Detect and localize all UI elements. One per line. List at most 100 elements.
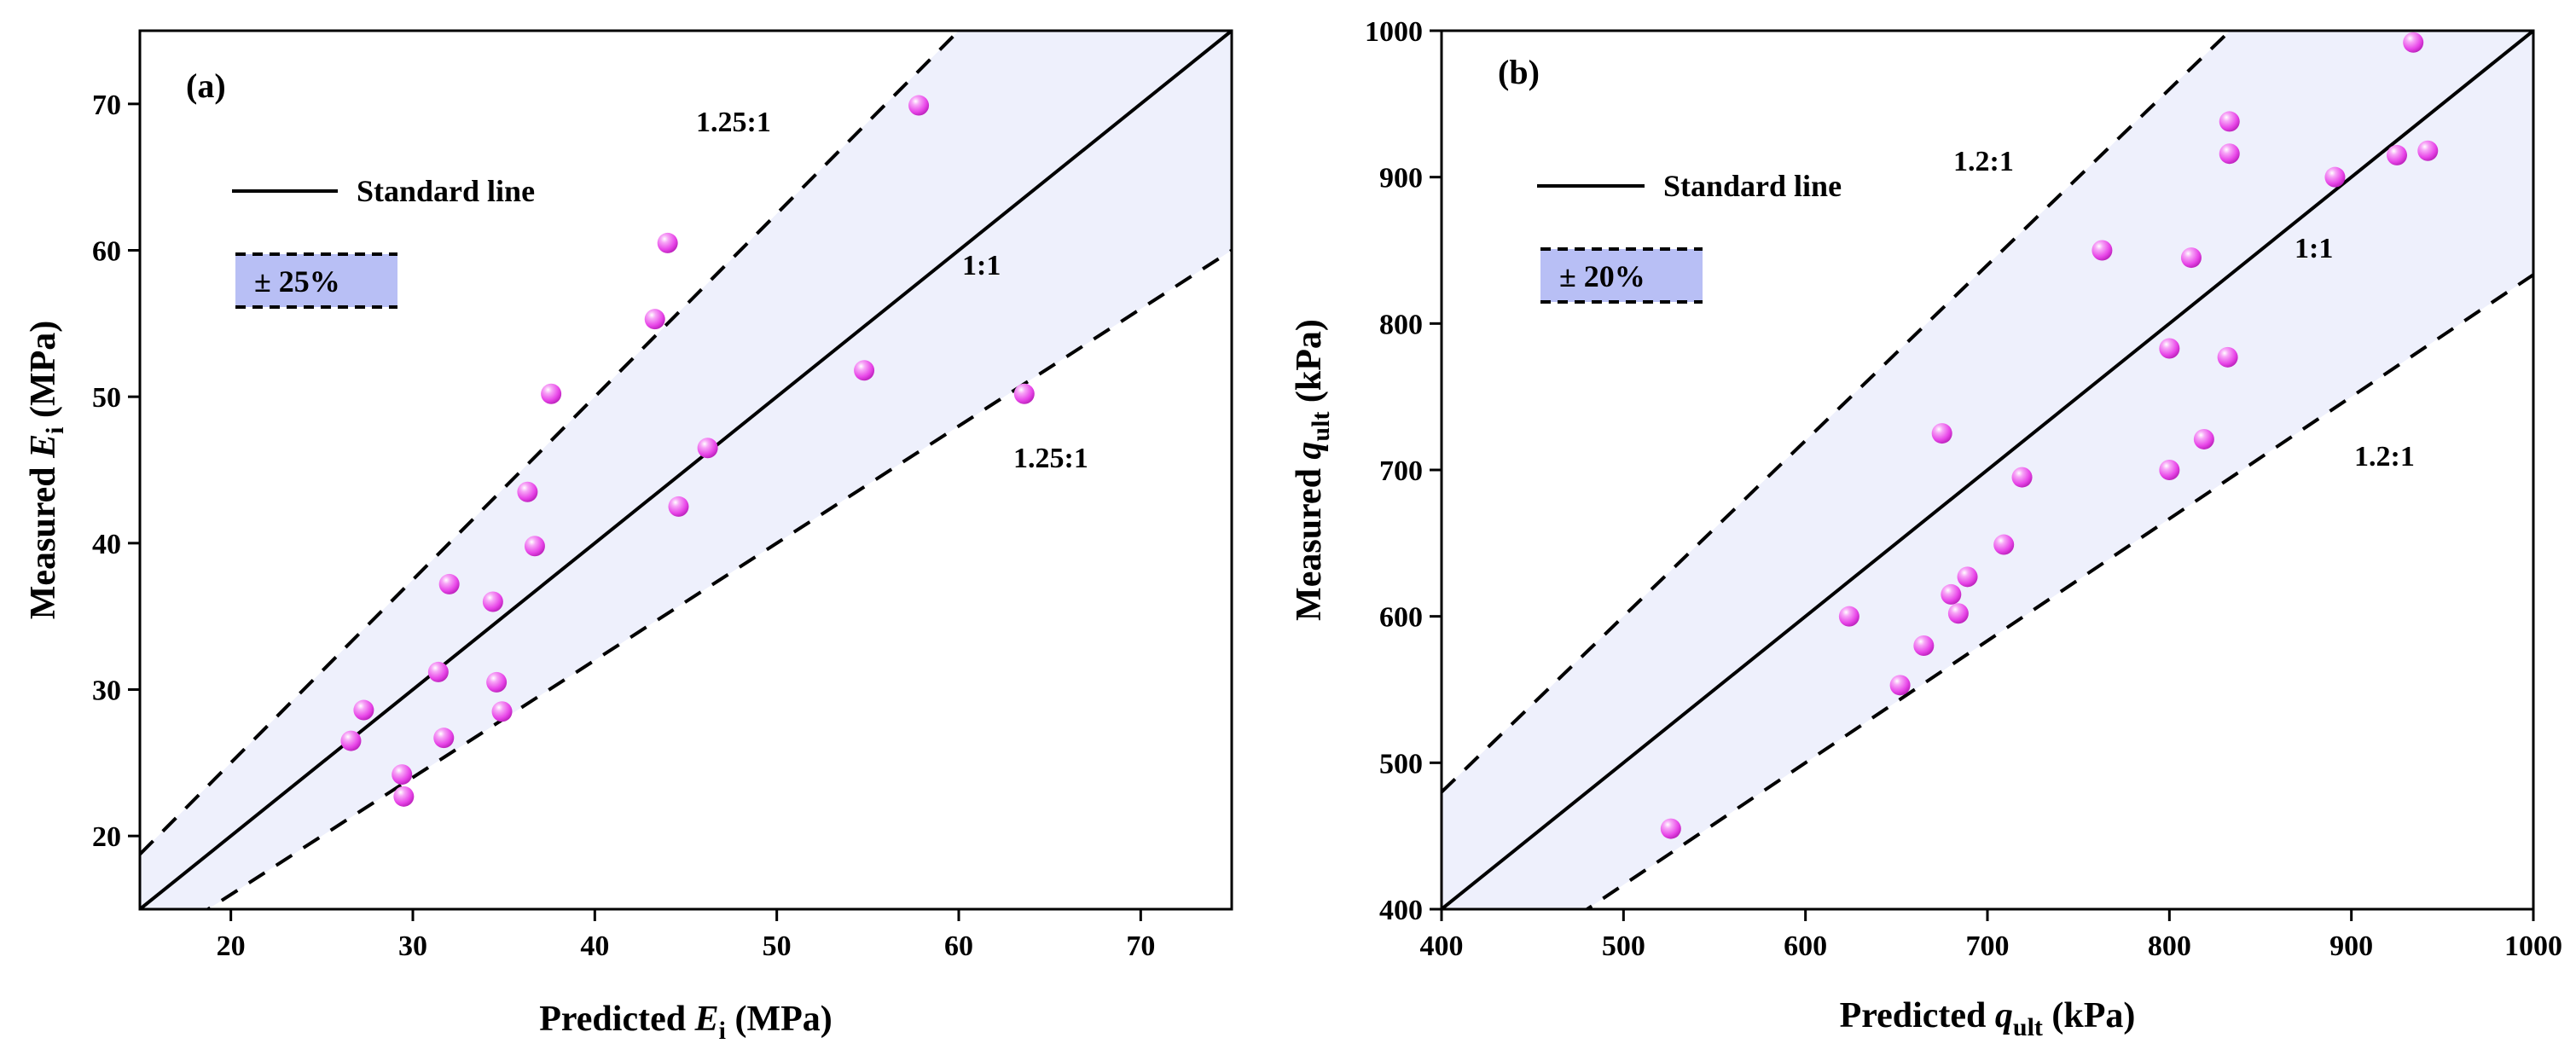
data-point-b — [1913, 635, 1935, 656]
x-tick-label-b: 1000 — [2504, 931, 2562, 962]
legend-band-label-b: ± 20% — [1559, 259, 1645, 293]
x-axis-title-b: Predicted qult (kPa) — [1840, 996, 2136, 1041]
x-ticks-b: 400 500 600 700 800 900 1000 — [1420, 909, 2562, 962]
data-point-a — [697, 438, 718, 459]
annotation-lower-a: 1.25:1 — [1013, 443, 1088, 474]
data-point-b — [1838, 606, 1859, 627]
data-point-b — [2217, 346, 2238, 368]
points-b — [1660, 32, 2439, 839]
panel-label-a: (a) — [186, 67, 226, 105]
legend-b: Standard line ± 20% — [1537, 169, 1842, 304]
y-tick-label-b: 1000 — [1365, 16, 1423, 48]
lower-bound-line-a — [205, 248, 1232, 909]
data-point-b — [2219, 111, 2240, 132]
data-point-a — [340, 730, 362, 751]
panel-a: 20 30 40 50 60 70 20 30 40 50 60 70 (a) Standard l… — [24, 29, 1233, 1045]
plot-frame-a — [138, 29, 1233, 911]
x-ticks-a: 20 30 40 50 60 70 — [217, 909, 1155, 962]
data-point-b — [2219, 143, 2240, 165]
data-point-a — [517, 481, 538, 502]
x-tick-label-b: 400 — [1420, 931, 1464, 962]
y-tick-label-a: 70 — [92, 90, 121, 121]
lower-bound-line-b — [1584, 273, 2533, 909]
y-tick-label-b: 800 — [1379, 309, 1423, 340]
band-a — [140, 31, 1232, 909]
x-tick-label-a: 40 — [580, 931, 609, 962]
data-point-a — [482, 591, 503, 612]
annotation-upper-a: 1.25:1 — [696, 107, 771, 138]
data-point-b — [2092, 240, 2113, 261]
legend-line-label-a: Standard line — [357, 174, 535, 208]
annotation-center-b: 1:1 — [2295, 233, 2333, 264]
y-ticks-a: 20 30 40 50 60 70 — [92, 90, 140, 853]
data-point-b — [1660, 818, 1681, 839]
x-tick-label-a: 20 — [217, 931, 246, 962]
x-tick-label-a: 60 — [944, 931, 973, 962]
y-tick-label-a: 60 — [92, 236, 121, 268]
data-point-a — [427, 661, 449, 682]
legend-band-label-a: ± 25% — [254, 264, 340, 299]
x-tick-label-a: 70 — [1126, 931, 1155, 962]
x-tick-label-b: 900 — [2329, 931, 2373, 962]
legend-band-swatch-b — [1540, 249, 1703, 302]
x-tick-label-a: 30 — [398, 931, 427, 962]
data-point-a — [486, 671, 508, 693]
x-tick-label-b: 700 — [1966, 931, 2010, 962]
data-point-b — [1889, 675, 1911, 696]
data-point-a — [644, 309, 665, 330]
x-tick-label-b: 500 — [1602, 931, 1645, 962]
standard-line-a — [140, 31, 1232, 909]
data-point-b — [1957, 566, 1978, 588]
x-tick-label-b: 800 — [2148, 931, 2191, 962]
data-point-a — [524, 536, 545, 557]
data-point-b — [1993, 534, 2015, 555]
panel-b: 400 500 600 700 800 900 1000 400 500 600 700 800 90… — [1290, 16, 2562, 1041]
legend-a: Standard line ± 25% — [232, 174, 535, 309]
data-point-b — [2159, 338, 2180, 359]
data-point-a — [491, 701, 513, 722]
data-point-a — [438, 573, 460, 594]
data-point-b — [1931, 423, 1952, 444]
data-point-b — [1941, 583, 1962, 605]
upper-bound-line-b — [1442, 31, 2233, 794]
y-tick-label-b: 500 — [1379, 748, 1423, 780]
y-tick-label-b: 400 — [1379, 895, 1423, 926]
data-point-b — [2417, 140, 2439, 161]
data-point-a — [854, 360, 875, 381]
annotation-center-a: 1:1 — [962, 250, 1001, 281]
data-point-b — [2193, 428, 2214, 449]
data-point-b — [2180, 247, 2202, 269]
y-tick-label-a: 20 — [92, 821, 121, 853]
y-tick-label-a: 30 — [92, 675, 121, 707]
y-tick-label-a: 50 — [92, 382, 121, 414]
data-point-a — [541, 383, 562, 404]
data-point-a — [1013, 383, 1035, 404]
y-tick-label-b: 600 — [1379, 602, 1423, 634]
data-point-b — [2159, 460, 2180, 480]
x-tick-label-b: 600 — [1784, 931, 1827, 962]
tolerance-band-a — [140, 31, 1232, 909]
annotation-upper-b: 1.2:1 — [1953, 146, 2014, 177]
y-tick-label-a: 40 — [92, 529, 121, 560]
data-point-b — [2324, 166, 2346, 188]
legend-line-label-b: Standard line — [1663, 169, 1842, 203]
y-tick-label-b: 700 — [1379, 455, 1423, 487]
data-point-a — [393, 786, 415, 807]
data-point-a — [908, 95, 930, 116]
y-axis-title-a: Measured Ei (MPa) — [24, 321, 69, 620]
data-point-a — [392, 764, 413, 786]
y-axis-title-b: Measured qult (kPa) — [1290, 319, 1335, 621]
y-tick-label-b: 900 — [1379, 163, 1423, 194]
data-point-b — [2011, 467, 2033, 488]
annotation-lower-b: 1.2:1 — [2354, 441, 2415, 473]
legend-band-swatch-a — [235, 254, 397, 307]
data-point-b — [2387, 144, 2407, 165]
points-a — [340, 95, 1035, 807]
x-axis-title-a: Predicted Ei (MPa) — [539, 1000, 832, 1045]
y-ticks-b: 400 500 600 700 800 900 1000 — [1365, 16, 1442, 926]
standard-line-b — [1442, 31, 2533, 909]
data-point-a — [668, 496, 689, 517]
x-tick-label-a: 50 — [763, 931, 792, 962]
data-point-b — [2403, 32, 2424, 53]
